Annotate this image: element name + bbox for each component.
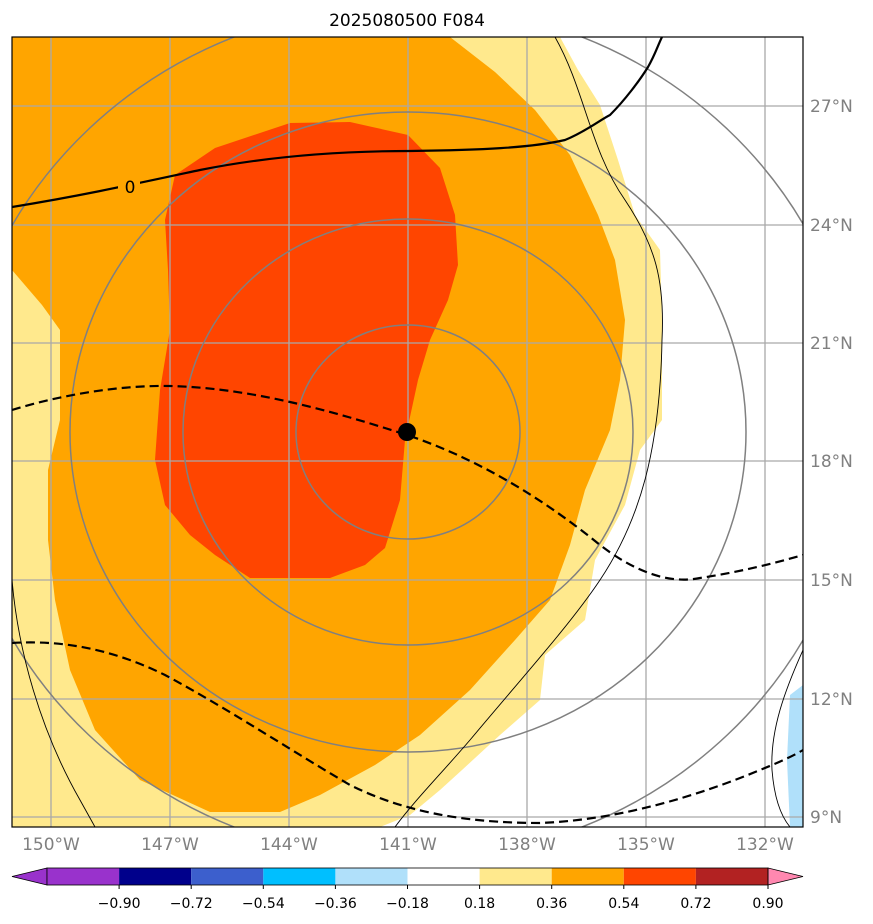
graticule: [12, 37, 803, 827]
colorbar-segment: [119, 868, 192, 885]
colorbar: [11, 867, 804, 889]
colorbar-segment: [479, 868, 552, 885]
lat-label: 18°N: [810, 452, 853, 472]
storm-center-marker: [398, 423, 416, 441]
lon-label: 138°W: [498, 835, 556, 855]
colorbar-segment: [695, 868, 768, 885]
lon-label: 147°W: [141, 835, 199, 855]
colorbar-segment: [623, 868, 696, 885]
lon-label: 150°W: [22, 835, 80, 855]
colorbar-tick-label: −0.54: [242, 896, 285, 912]
lat-label: 21°N: [810, 334, 853, 354]
colorbar-segment: [335, 868, 408, 885]
colorbar-tick-label: −0.36: [314, 896, 357, 912]
range-rings: [12, 37, 803, 827]
colorbar-segment: [47, 868, 120, 885]
colorbar-tick-label: 0.18: [464, 896, 495, 912]
lon-label: 144°W: [260, 835, 318, 855]
lat-label: 12°N: [810, 690, 853, 710]
latitude-labels: 27°N 24°N 21°N 18°N 15°N 12°N 9°N: [810, 97, 853, 828]
lat-label: 15°N: [810, 571, 853, 591]
colorbar-tick-label: −0.90: [98, 896, 141, 912]
lat-label: 24°N: [810, 216, 853, 236]
colorbar-segment: [551, 868, 624, 885]
colorbar-extend-high: [767, 867, 804, 886]
field-band-0.54-0.72: [155, 122, 458, 578]
map-area: 0: [12, 37, 803, 827]
colorbar-segment: [191, 868, 264, 885]
thin-contours: [12, 37, 803, 827]
colorbar-segment: [407, 868, 480, 885]
lon-label: 141°W: [379, 835, 437, 855]
colorbar-labels: −0.90 −0.72 −0.54 −0.36 −0.18 0.18 0.36 …: [98, 896, 784, 912]
lon-label: 135°W: [617, 835, 675, 855]
colorbar-tick-label: 0.72: [680, 896, 711, 912]
zero-contour-line: [12, 37, 663, 209]
colorbar-tick-label: −0.72: [170, 896, 213, 912]
lat-label: 9°N: [810, 808, 842, 828]
lon-label: 132°W: [736, 835, 794, 855]
contour-label: 0: [125, 178, 136, 198]
colorbar-extend-low: [11, 867, 48, 886]
lat-label: 27°N: [810, 97, 853, 117]
field-band-neg-0.36--0.18: [787, 685, 803, 827]
map-title: 2025080500 F084: [329, 11, 485, 31]
colorbar-tick-label: 0.54: [608, 896, 639, 912]
map-frame: [11, 36, 804, 828]
colorbar-tick-label: 0.90: [752, 896, 783, 912]
colorbar-tick-label: 0.36: [536, 896, 567, 912]
longitude-labels: 150°W 147°W 144°W 141°W 138°W 135°W 132°…: [22, 835, 794, 855]
colorbar-segment: [263, 868, 336, 885]
colorbar-tick-label: −0.18: [386, 896, 429, 912]
dashed-contours: [12, 384, 803, 825]
contour-label-bg: [118, 178, 140, 196]
